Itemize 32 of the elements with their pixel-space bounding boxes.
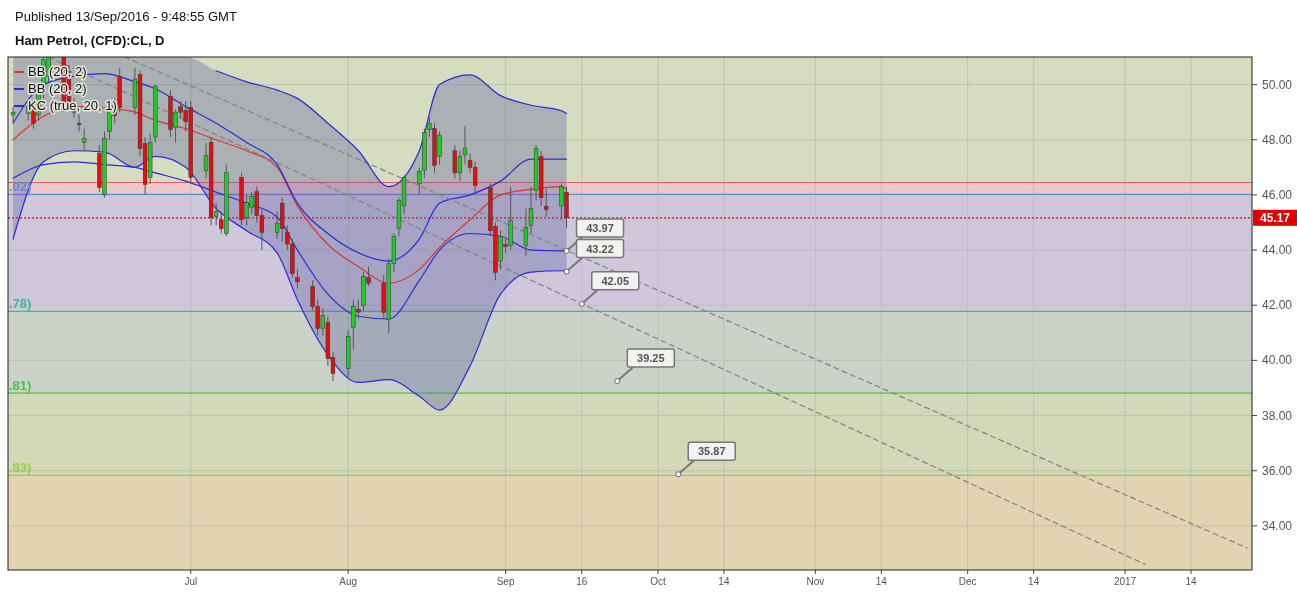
x-tick-label: Dec — [958, 576, 977, 587]
x-tick-label: Oct — [650, 576, 666, 587]
chart-subtitle: Published 13/Sep/2016 - 9:48:55 GMT — [15, 9, 237, 24]
annotation: 42.05 — [601, 274, 630, 287]
annotation: .78) — [9, 296, 32, 312]
x-tick-label: 16 — [576, 576, 588, 587]
y-tick-label: 40.00 — [1262, 353, 1293, 368]
x-tick-label: 14 — [1185, 576, 1198, 587]
y-tick-label: 42.00 — [1262, 298, 1293, 313]
x-tick-label: Jul — [184, 576, 198, 587]
ref-line-label: 45.17 — [1259, 211, 1291, 226]
y-tick-label: 36.00 — [1262, 463, 1293, 478]
y-tick-label: 48.00 — [1262, 132, 1293, 147]
y-tick-label: 44.00 — [1262, 243, 1293, 258]
annotation: .81) — [9, 378, 32, 394]
x-tick-label: Nov — [806, 576, 825, 587]
x-tick-label: Aug — [339, 576, 358, 587]
x-tick-label: 2017 — [1113, 576, 1137, 587]
annotation: .83) — [9, 460, 32, 476]
y-tick-label: 46.00 — [1262, 187, 1293, 202]
x-tick-label: 14 — [718, 576, 730, 587]
x-tick-label: 14 — [875, 576, 888, 587]
y-tick-label: 50.00 — [1262, 77, 1293, 92]
y-tick-label: 34.00 — [1262, 518, 1293, 533]
annotation: 35.87 — [697, 445, 726, 458]
chart-title: Ham Petrol, (CFD):CL, D — [15, 33, 165, 48]
y-tick-label: 38.00 — [1262, 408, 1293, 423]
x-tick-label: Sep — [496, 576, 515, 587]
annotation: 43.97 — [586, 221, 614, 234]
annotation: 43.22 — [586, 242, 614, 255]
annotation: 39.25 — [637, 352, 665, 365]
x-tick-label: 14 — [1028, 576, 1040, 587]
